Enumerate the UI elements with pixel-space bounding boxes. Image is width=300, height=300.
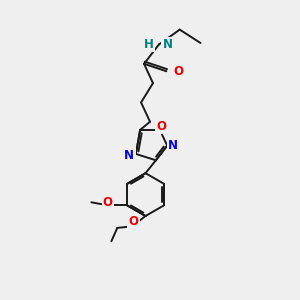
Text: N: N	[168, 139, 178, 152]
Text: O: O	[173, 65, 183, 78]
Text: O: O	[103, 196, 113, 209]
Text: N: N	[124, 149, 134, 162]
Text: N: N	[163, 38, 172, 51]
Text: O: O	[156, 120, 167, 133]
Text: H: H	[144, 38, 154, 51]
Text: O: O	[129, 215, 139, 228]
